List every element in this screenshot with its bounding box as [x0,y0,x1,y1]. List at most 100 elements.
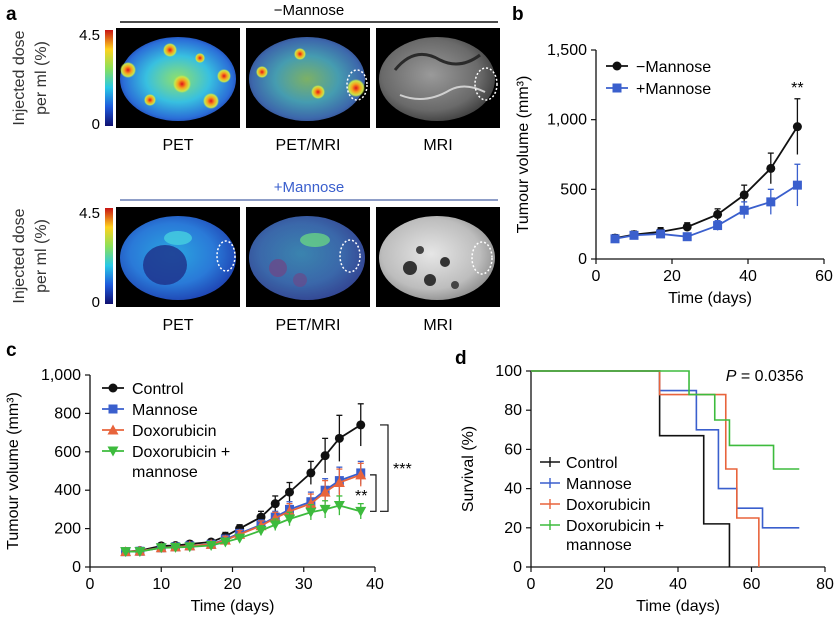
pet-image-minus-mannose [116,28,240,128]
y-tick-label: 60 [504,441,522,458]
x-tick-label: 40 [366,576,384,593]
legend-label: +Mannose [636,81,711,98]
x-tick-label: 0 [527,576,536,593]
mri-image-minus-mannose [376,28,500,128]
data-point [170,542,181,553]
data-point [682,222,692,232]
data-point [284,514,295,525]
survival-curve-doxorubicin [531,370,760,567]
data-point [792,122,802,132]
data-point [334,433,344,443]
panel-letter-a: a [6,4,17,25]
panel-letter-c: c [6,340,17,361]
data-point [270,499,280,509]
significance-annotation: *** [393,461,412,478]
x-tick-label: 60 [815,268,833,285]
x-axis-label: Time (days) [668,290,752,307]
series--mannose [610,98,802,243]
data-point [320,451,330,461]
pet-mri-image-minus-mannose [246,28,370,128]
survival-curve-doxorubicin-mannose [531,370,800,470]
x-tick-label: 10 [152,576,170,593]
y-tick-label: 500 [560,181,587,198]
legend-marker [108,383,118,393]
y-tick-label: 40 [504,481,522,498]
data-point [610,234,620,244]
bracket-dox-vs-combo [370,474,377,512]
data-point [739,205,749,215]
x-tick-label: 20 [224,576,242,593]
x-axis-label: Time (days) [636,598,720,615]
legend-label: −Mannose [636,59,711,76]
colorbar-label-bottom-line1: Injected dose [11,208,28,303]
significance-annotation: ** [791,80,803,97]
panel-a: a −Mannose Injected dose per ml (%) 4.5 … [6,2,500,334]
data-point [184,542,196,553]
x-tick-label: 0 [86,576,95,593]
colorbar-label-bottom-line2: per ml (%) [33,219,50,293]
significance-annotation: ** [355,488,367,505]
image-label-mri-bottom: MRI [423,317,452,334]
y-tick-label: 0 [513,559,522,576]
x-tick-label: 20 [596,576,614,593]
data-point [713,221,723,231]
legend-label: Doxorubicin + [566,518,664,535]
data-point [713,209,723,219]
colorbar-bottom-max: 4.5 [79,205,100,222]
legend-label: Mannose [132,402,198,419]
data-point [219,537,231,548]
x-axis-label: Time (days) [191,598,275,615]
data-point [766,197,776,207]
legend-label: Doxorubicin + [132,444,230,461]
x-tick-label: 80 [816,576,834,593]
data-point [205,540,217,551]
y-tick-label: 80 [504,402,522,419]
panel-letter-b: b [512,4,524,25]
data-point [792,180,802,190]
chart-b: 0 20 40 60 0 500 1,000 1,500 Time (days) Tumour v… [515,42,833,307]
y-tick-label: 100 [495,363,522,380]
x-tick-label: 40 [739,268,757,285]
image-label-pet-top: PET [162,137,193,154]
colorbar-top [105,30,113,126]
legend-marker [107,446,119,457]
bracket-control-vs-combo [380,424,389,512]
plus-mannose-label: +Mannose [274,179,344,196]
legend-label: Control [566,455,618,472]
colorbar-label-top-line1: Injected dose [11,30,28,125]
legend: Control Mannose Doxorubicin Doxorubicin + ma… [540,455,664,554]
legend-label: Control [132,381,184,398]
data-point [255,526,267,537]
legend-marker [612,61,622,71]
legend-label: Doxorubicin [566,497,650,514]
y-tick-label: 800 [54,405,81,422]
data-point [356,420,366,430]
data-point [682,232,692,242]
data-point [306,468,316,478]
image-label-pet-mri-bottom: PET/MRI [276,317,341,334]
y-tick-label: 200 [54,521,81,538]
y-axis-label: Tumour volume (mm³) [5,392,22,550]
data-point [305,507,317,518]
data-point [284,505,295,516]
p-value-symbol: P [726,368,737,385]
legend-marker [612,83,622,93]
x-tick-label: 40 [669,576,687,593]
data-point [319,486,331,497]
x-tick-label: 60 [743,576,761,593]
y-tick-label: 1,500 [547,42,587,59]
pet-mri-image-plus-mannose [246,207,370,307]
minus-mannose-label: −Mannose [274,2,344,19]
colorbar-label-top-line2: per ml (%) [33,41,50,115]
data-point [120,547,132,558]
colorbar-bottom [105,208,113,304]
data-point [269,520,281,531]
chart-d: 0 20 40 60 80 0 20 40 60 80 100 Time (days) Survival… [460,363,834,615]
data-point [319,504,331,515]
data-point [285,487,294,497]
data-point [656,229,666,239]
y-tick-label: 20 [504,520,522,537]
panel-d: d 0 20 40 60 80 0 20 40 60 80 100 Time (days) Surviv… [455,348,834,615]
